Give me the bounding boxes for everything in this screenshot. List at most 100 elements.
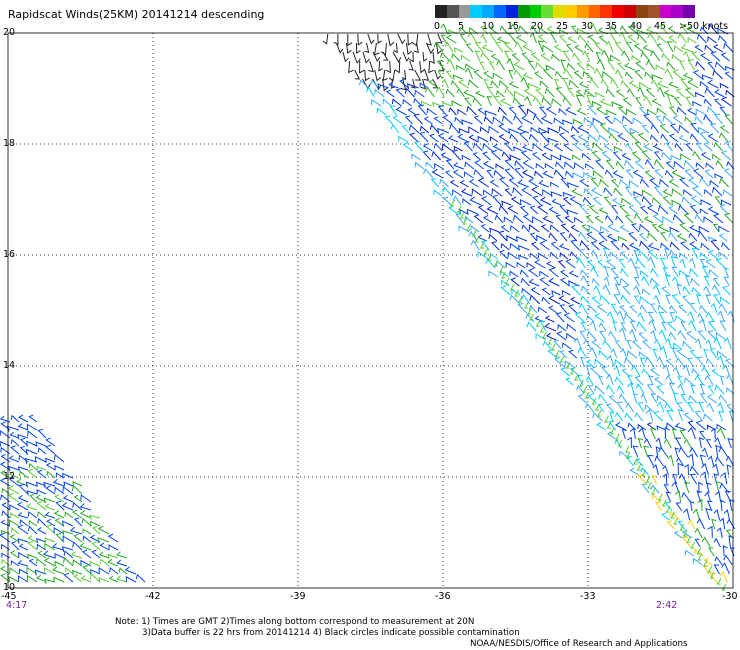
wind-barb [553,44,564,53]
wind-barb [710,427,716,440]
wind-barb [380,42,387,56]
wind-barb [671,276,680,287]
legend-swatch [494,5,507,18]
wind-barb [459,211,465,219]
wind-barb [678,304,688,314]
wind-barb [498,123,510,134]
wind-barb [55,532,65,543]
wind-barb [694,527,703,539]
wind-barb [723,267,729,278]
wind-barb [556,331,567,341]
wind-barb [679,241,690,251]
wind-barb [676,456,685,467]
wind-barb [27,535,38,543]
wind-barb [490,53,500,62]
wind-barb [614,359,625,368]
wind-barb [611,197,622,206]
wind-barb [547,348,558,359]
wind-barb [599,178,610,188]
wind-barb [729,547,735,557]
wind-barb [620,79,629,89]
wind-barb [7,492,20,503]
wind-barb [687,107,697,116]
wind-barb [602,247,609,260]
wind-barb [616,310,625,323]
time-right: 2:42 [656,600,678,611]
wind-barb [694,374,704,386]
wind-barb [431,150,441,161]
wind-barb [560,367,570,377]
wind-barb [726,518,736,530]
wind-barb [493,169,504,179]
wind-barb [639,357,645,368]
wind-barb [511,53,521,62]
wind-barb [474,160,485,170]
wind-barb [547,137,559,144]
wind-barb [645,87,655,98]
wind-barb [543,68,553,80]
wind-barb [656,385,665,395]
wind-barb [0,529,11,535]
wind-barb [352,51,361,64]
wind-barb [714,384,725,395]
wind-barb [528,178,539,188]
wind-barb [378,60,383,72]
wind-barb [672,115,683,125]
wind-barb [51,543,65,551]
wind-barb [683,72,693,80]
wind-barb [690,384,696,395]
wind-barb [636,463,642,471]
wind-barb [690,122,700,134]
wind-barb [559,252,569,260]
wind-barb [26,423,38,431]
wind-barb [499,25,509,35]
wind-barb [605,159,615,170]
wind-barb [584,88,595,98]
wind-barb [587,393,598,404]
wind-barb [646,422,657,431]
wind-barb [19,445,29,455]
wind-barb [664,501,673,512]
wind-barb [463,171,474,179]
wind-barb [660,133,669,143]
wind-barb [537,34,547,44]
wind-barb [656,394,668,404]
wind-barb [9,567,20,575]
wind-barbs [0,22,736,591]
wind-barb [622,285,631,296]
wind-speed-legend: 0 5 10 15 20 25 30 35 40 45 >50 knots [434,5,728,35]
wind-barb [632,445,639,458]
wind-barb [695,60,706,71]
wind-barb [683,159,695,170]
wind-barb [613,294,621,305]
wind-barb [676,106,687,116]
wind-barb [517,254,529,260]
wind-barb [596,422,607,431]
wind-barb [663,438,672,449]
wind-barb [470,225,480,233]
wind-barb [550,241,560,251]
wind-barb [686,357,695,368]
wind-barb [714,456,725,467]
wind-barb [562,191,573,197]
wind-barb [562,96,572,107]
wind-barb [590,249,599,260]
wind-barb [639,81,649,89]
wind-barb [723,212,734,224]
wind-barb [633,43,644,53]
wind-barb [697,330,707,341]
wind-barb [17,524,29,535]
wind-barb [541,287,551,296]
wind-barb [653,338,662,350]
wind-barb [722,189,733,197]
wind-barb [594,313,605,323]
wind-barb [651,487,656,495]
wind-barb [574,44,584,53]
wind-barb [718,251,729,260]
wind-barb [679,258,686,269]
wind-barb [81,517,92,527]
wind-barb [654,169,664,179]
wind-barb [583,187,593,197]
wind-barb [718,302,728,314]
legend-swatch [517,5,531,18]
